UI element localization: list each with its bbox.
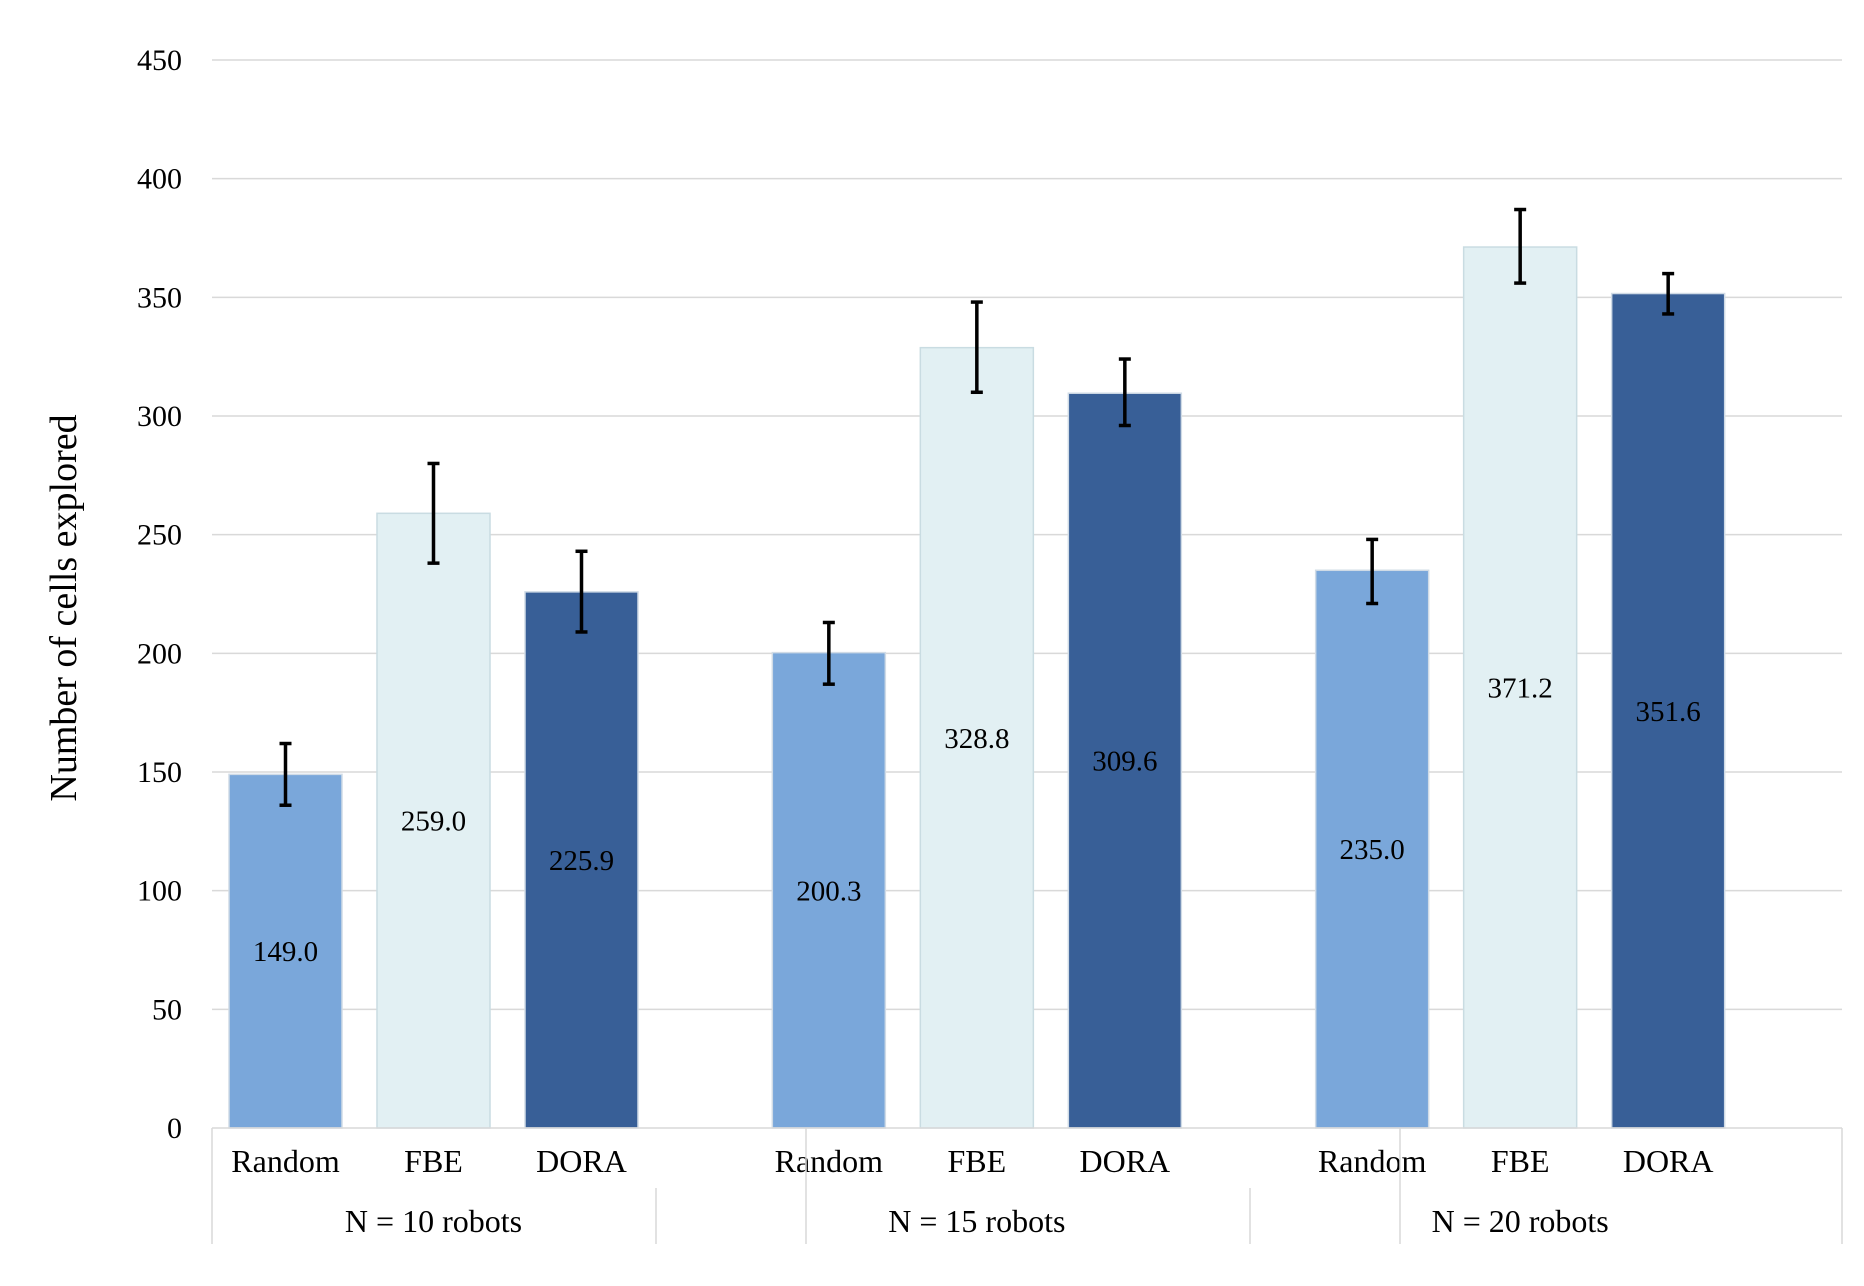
- x-category-label: FBE: [947, 1143, 1006, 1179]
- x-category-label: DORA: [1623, 1143, 1714, 1179]
- error-bar: [970, 300, 983, 395]
- bar-random: [228, 773, 343, 1129]
- data-label: 225.9: [549, 845, 614, 877]
- y-tick-label: 0: [167, 1112, 182, 1145]
- y-tick-label: 200: [137, 637, 182, 670]
- y-tick-label: 250: [137, 519, 182, 552]
- y-tick-label: 300: [137, 400, 182, 433]
- data-label: 328.8: [944, 723, 1009, 755]
- y-axis-title: Number of cells explored: [43, 414, 85, 801]
- x-category-label: DORA: [1079, 1143, 1170, 1179]
- data-label: 235.0: [1340, 834, 1405, 866]
- y-tick-label: 350: [137, 281, 182, 314]
- error-bar: [1366, 537, 1379, 606]
- x-category-label: Random: [231, 1143, 340, 1179]
- y-axis-ticks: 0 50 100 150 200 250 300 350 400 450: [137, 44, 182, 1145]
- x-group-label: N = 20 robots: [1432, 1203, 1609, 1239]
- x-category-label: FBE: [404, 1143, 463, 1179]
- y-tick-label: 150: [137, 756, 182, 789]
- x-category-label: Random: [775, 1143, 884, 1179]
- data-labels: 149.0 259.0 225.9 200.3 328.8 309.6 235.0 371.2…: [253, 673, 1701, 969]
- data-label: 259.0: [401, 806, 466, 838]
- error-bar: [427, 461, 440, 565]
- error-bar: [822, 620, 835, 686]
- x-category-label: DORA: [536, 1143, 627, 1179]
- bars: [228, 246, 1726, 1129]
- x-group-label: N = 10 robots: [345, 1203, 522, 1239]
- error-bar: [1514, 207, 1527, 285]
- error-bar: [1662, 271, 1675, 316]
- error-bar: [1118, 357, 1131, 428]
- error-bars: [279, 207, 1675, 807]
- data-label: 200.3: [796, 875, 861, 907]
- y-tick-label: 400: [137, 163, 182, 196]
- data-label: 309.6: [1092, 746, 1157, 778]
- data-label: 371.2: [1488, 673, 1553, 705]
- data-label: 351.6: [1636, 696, 1701, 728]
- error-bar: [279, 741, 292, 807]
- error-bar: [575, 549, 588, 634]
- y-tick-label: 450: [137, 44, 182, 77]
- x-group-label: N = 15 robots: [888, 1203, 1065, 1239]
- y-tick-label: 50: [152, 993, 182, 1026]
- y-tick-label: 100: [137, 875, 182, 908]
- x-category-label: FBE: [1491, 1143, 1550, 1179]
- x-category-label: Random: [1318, 1143, 1427, 1179]
- data-label: 149.0: [253, 936, 318, 968]
- bar-fbe: [1462, 246, 1578, 1129]
- bar-dora: [1610, 292, 1726, 1129]
- bar-dora: [1067, 392, 1183, 1129]
